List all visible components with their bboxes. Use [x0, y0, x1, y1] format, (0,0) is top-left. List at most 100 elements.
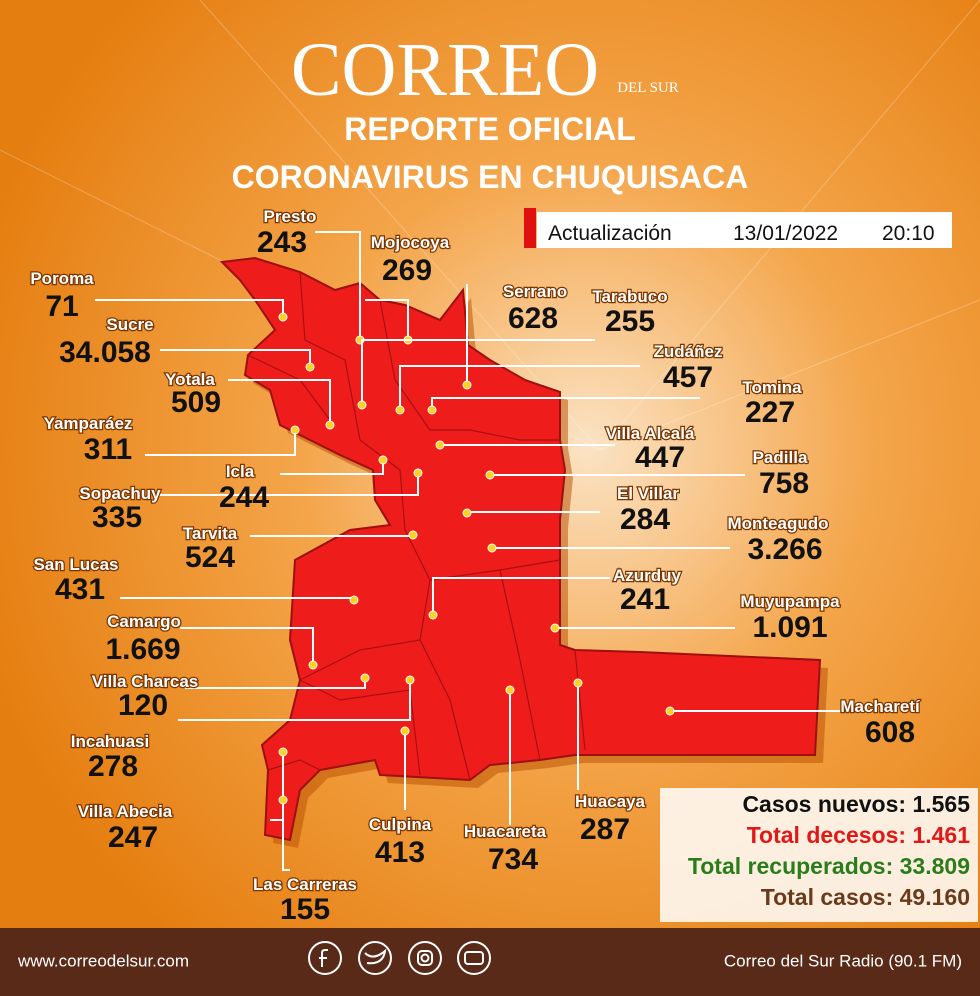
- leader-line: [180, 627, 314, 665]
- total-value: 33.809: [900, 853, 970, 879]
- municipality-name: Villa Alcalá: [606, 424, 695, 443]
- location-dot: [349, 595, 359, 605]
- location-dot: [573, 678, 583, 688]
- municipality-name: Muyupampa: [740, 592, 840, 611]
- municipality-name: Tarabuco: [592, 287, 667, 306]
- municipality-name: Villa Charcas: [92, 672, 198, 691]
- update-box: [537, 212, 952, 248]
- municipality-count: 269: [382, 254, 432, 287]
- municipality-count: 413: [375, 836, 425, 869]
- leader-line: [466, 511, 600, 513]
- location-dot: [408, 530, 418, 540]
- municipality-name: Serrano: [503, 282, 567, 301]
- municipality-count: 243: [257, 226, 307, 259]
- location-dot: [550, 623, 560, 633]
- municipality-name: Villa Abecia: [78, 802, 173, 821]
- website: www.correodelsur.com: [17, 951, 189, 970]
- municipality-name: Las Carreras: [253, 875, 357, 894]
- location-dot: [485, 470, 495, 480]
- leader-line: [145, 430, 296, 456]
- leader-line: [95, 299, 284, 317]
- location-dot: [413, 468, 423, 478]
- location-dot: [487, 543, 497, 553]
- municipality-name: Azurduy: [613, 566, 682, 585]
- total-line: Total decesos: 1.461: [747, 822, 970, 848]
- leader-line: [250, 535, 414, 537]
- municipality-name: Yotala: [165, 370, 215, 389]
- municipality-name: Huacareta: [464, 822, 547, 841]
- leader-line: [399, 365, 640, 410]
- municipality-count: 1.091: [752, 611, 827, 644]
- municipality-count: 447: [635, 441, 685, 474]
- location-dot: [462, 380, 472, 390]
- location-dot: [378, 455, 388, 465]
- municipality-count: 255: [605, 305, 655, 338]
- title: REPORTE OFICIAL: [344, 111, 636, 147]
- update-marker: [524, 208, 536, 248]
- municipality-count: 3.266: [747, 533, 822, 566]
- municipality-name: Culpina: [369, 815, 432, 834]
- location-dot: [665, 706, 675, 716]
- total-line: Total recuperados: 33.809: [688, 853, 970, 879]
- municipality-count: 431: [55, 573, 105, 606]
- total-line: Total casos: 49.160: [761, 884, 970, 910]
- municipality-count: 247: [108, 821, 158, 854]
- leader-line: [466, 284, 468, 385]
- totals-box: [660, 788, 978, 922]
- update-time: 20:10: [882, 222, 935, 245]
- logo-sub: DEL SUR: [617, 80, 679, 96]
- leader-line: [160, 349, 311, 367]
- municipality-name: Poroma: [30, 269, 94, 288]
- location-dot: [278, 747, 288, 757]
- total-value: 1.461: [912, 822, 970, 848]
- leaders: [95, 231, 840, 871]
- leader-line: [315, 231, 361, 340]
- municipality-count: 34.058: [59, 336, 151, 369]
- social-icons[interactable]: [308, 941, 491, 975]
- municipality-name: El Villar: [617, 484, 679, 503]
- municipality-name: Monteagudo: [727, 514, 828, 533]
- municipality-name: Sucre: [106, 315, 153, 334]
- update-date: 13/01/2022: [733, 222, 838, 245]
- location-dot: [405, 675, 415, 685]
- total-value: 1.565: [912, 791, 970, 817]
- municipality-count: 509: [171, 386, 221, 419]
- location-dot: [505, 685, 515, 695]
- title: CORONAVIRUS EN CHUQUISACA: [232, 159, 749, 195]
- municipality-name: Sopachuy: [79, 484, 161, 503]
- municipality-count: 311: [84, 433, 132, 466]
- municipality-name: Incahuasi: [71, 732, 149, 751]
- location-dot: [427, 405, 437, 415]
- total-line: Casos nuevos: 1.565: [742, 791, 970, 817]
- municipality-count: 734: [488, 843, 538, 876]
- leader-line: [228, 379, 331, 425]
- location-dot: [325, 420, 335, 430]
- radio: Correo del Sur Radio (90.1 FM): [724, 951, 962, 970]
- leader-line: [155, 473, 419, 496]
- municipality-name: Presto: [264, 207, 317, 226]
- municipality-name: San Lucas: [33, 555, 118, 574]
- municipality-name: Mojocoya: [371, 233, 450, 252]
- municipality-name: Camargo: [107, 612, 181, 631]
- location-dot: [395, 405, 405, 415]
- municipality-count: 1.669: [105, 633, 180, 666]
- location-dot: [278, 795, 288, 805]
- leader-line: [282, 800, 290, 871]
- municipality-count: 227: [745, 396, 795, 429]
- total-label: Total decesos:: [747, 822, 906, 848]
- municipality-count: 120: [118, 689, 168, 722]
- location-dot: [462, 508, 472, 518]
- update-label: Actualización: [548, 222, 672, 245]
- municipality-count: 335: [92, 501, 142, 534]
- municipality-name: Yamparáez: [44, 414, 133, 433]
- municipality-count: 608: [865, 716, 915, 749]
- municipality-name: Zudáñez: [654, 342, 723, 361]
- municipality-name: Icla: [226, 462, 255, 481]
- location-dot: [357, 400, 367, 410]
- leader-line: [178, 680, 411, 721]
- total-label: Total recuperados:: [688, 853, 893, 879]
- leader-line: [365, 299, 409, 340]
- municipality-name: Huacaya: [575, 792, 645, 811]
